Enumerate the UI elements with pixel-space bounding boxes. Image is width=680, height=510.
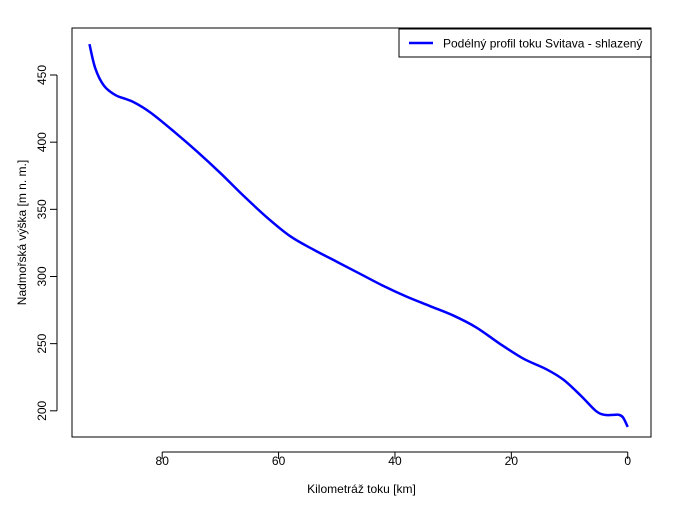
x-axis-title: Kilometráž toku [km]	[307, 482, 416, 496]
y-tick-label: 300	[35, 266, 49, 286]
legend-box	[398, 28, 652, 58]
series-layer	[88, 43, 629, 428]
x-tick-label: 40	[388, 454, 402, 468]
y-tick-label: 350	[35, 199, 49, 219]
plot-box	[71, 27, 652, 438]
x-tick-label: 60	[272, 454, 286, 468]
y-tick-label: 400	[35, 132, 49, 152]
x-axis: 80 60 40 20 0	[156, 451, 631, 468]
x-tick-label: 80	[156, 454, 170, 468]
y-tick-label: 200	[35, 400, 49, 420]
x-tick-label: 20	[505, 454, 519, 468]
series-line	[88, 43, 629, 428]
y-axis-title: Nadmořská výška [m n. m.]	[15, 160, 29, 305]
legend: Podélný profil toku Svitava - shlazený	[398, 28, 652, 58]
legend-label: Podélný profil toku Svitava - shlazený	[443, 37, 642, 51]
x-tick-label: 0	[624, 454, 631, 468]
y-tick-label: 250	[35, 333, 49, 353]
y-tick-label: 450	[35, 65, 49, 85]
y-axis: 200 250 300 350 400 450	[35, 65, 58, 421]
